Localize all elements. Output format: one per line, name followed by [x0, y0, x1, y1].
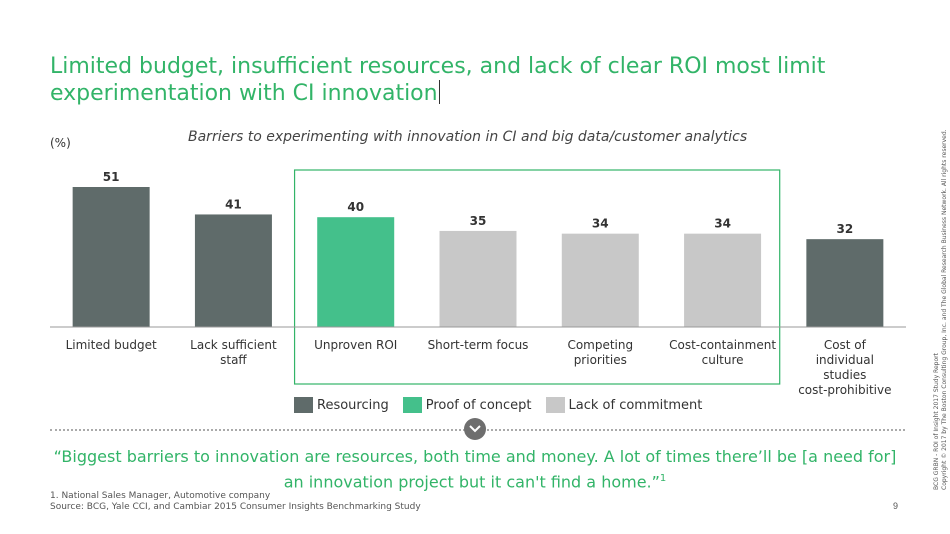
legend-label: Lack of commitment: [568, 397, 703, 413]
legend-swatch: [402, 397, 422, 413]
value-label-5: 34: [714, 217, 731, 231]
bar-chart: 51 Limited budget 41 Lack sufficient staff 40…: [50, 169, 906, 397]
page-title: Limited budget, insufficient resources, …: [50, 54, 826, 106]
quote-footnote-marker: 1: [659, 473, 667, 484]
bar-6: [806, 239, 884, 327]
value-label-4: 34: [592, 217, 609, 231]
value-label-2: 40: [347, 200, 364, 214]
legend-swatch: [545, 397, 565, 413]
category-label-6: Cost of individual studies cost-prohibitive: [798, 338, 891, 397]
category-label-2: Unproven ROI: [314, 338, 397, 352]
value-label-1: 41: [225, 197, 242, 211]
category-label-4: Competing priorities: [567, 338, 633, 367]
footnote: 1. National Sales Manager, Automotive co…: [50, 491, 421, 513]
category-label-5: Cost-containment culture: [669, 338, 776, 367]
bar-4: [561, 233, 639, 327]
legend-item-proof-of-concept: Proof of concept: [402, 397, 532, 413]
unit-label: (%): [50, 136, 71, 150]
category-label-3: Short-term focus: [428, 338, 529, 352]
value-label-6: 32: [837, 222, 854, 236]
footnote-source: Source: BCG, Yale CCI, and Cambiar 2015 …: [50, 502, 421, 512]
legend-swatch: [294, 397, 313, 413]
bar-3: [439, 230, 517, 327]
value-label-0: 51: [103, 170, 120, 184]
bar-5: [684, 233, 762, 327]
sidebar-line-2: Copyright © 2017 by The Boston Consultin…: [941, 129, 948, 490]
legend-item-lack-of-commitment: Lack of commitment: [545, 397, 703, 413]
chevron-down-icon: [464, 418, 486, 440]
category-label-0: Limited budget: [66, 338, 157, 352]
chart-title: Barriers to experimenting with innovatio…: [188, 129, 748, 145]
bar-1: [194, 214, 272, 327]
category-label-1: Lack sufficient staff: [190, 338, 277, 367]
bar-0: [72, 187, 150, 327]
legend-label: Resourcing: [317, 397, 389, 413]
page-number: 9: [893, 501, 899, 511]
chart-legend: Resourcing Proof of concept Lack of comm…: [294, 397, 708, 413]
sidebar-line-1: BCG GRBN - ROI of Insight 2017 Study Rep…: [933, 353, 940, 490]
legend-item-resourcing: Resourcing: [294, 397, 389, 413]
footnote-note: 1. National Sales Manager, Automotive co…: [50, 491, 271, 501]
quote-text: “Biggest barriers to innovation are reso…: [53, 447, 897, 492]
text-cursor: [438, 80, 440, 104]
bar-2: [317, 217, 395, 327]
highlight-box: [293, 169, 781, 385]
legend-label: Proof of concept: [425, 397, 532, 413]
value-label-3: 35: [470, 214, 487, 228]
copyright-sidebar: BCG GRBN - ROI of Insight 2017 Study Rep…: [933, 129, 949, 490]
